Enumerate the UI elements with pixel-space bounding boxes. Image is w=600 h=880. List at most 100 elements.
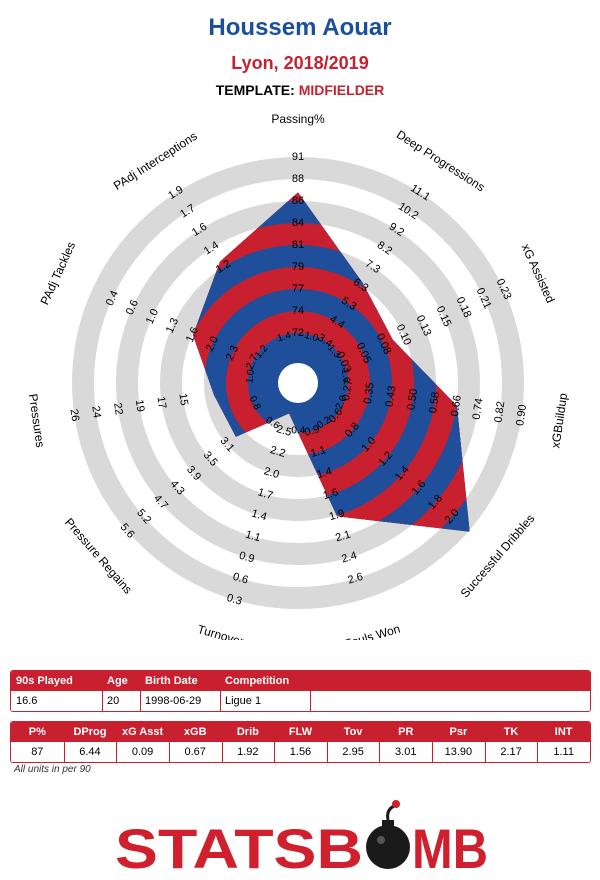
info-table-row: 16.6 20 1998-06-29 Ligue 1 [11, 691, 590, 711]
radar-tick-label: 0.74 [471, 397, 486, 420]
stats-value-9: 2.17 [500, 746, 522, 758]
radar-inner-label: 2.0 [334, 394, 350, 412]
stats-table-row: 87 6.44 0.09 0.67 1.92 1.56 2.95 3.01 13.90 2.17 1… [11, 742, 590, 762]
stats-value-2: 0.09 [131, 746, 154, 758]
radar-tick-label: 2.7 [244, 353, 261, 372]
radar-tick-label: 2.4 [340, 550, 358, 566]
radar-tick-label: 2.3 [224, 344, 241, 363]
radar-tick-label: 81 [292, 239, 304, 251]
stats-value-4: 1.92 [237, 746, 259, 758]
template-line: TEMPLATE: MIDFIELDER [0, 82, 600, 98]
radar-tick-label: 2.5 [275, 423, 293, 439]
radar-tick-label: 0.43 [384, 385, 399, 408]
team-season: Lyon, 2018/2019 [231, 53, 369, 73]
stats-value-6: 2.95 [342, 746, 364, 758]
radar-tick-label: 77 [292, 283, 304, 295]
radar-tick-label: 1.9 [328, 507, 346, 523]
radar-ticks: 7274777981848688913.44.45.36.37.38.29.21… [67, 151, 529, 608]
radar-axis-label: xGBuildup [548, 392, 570, 449]
info-value-age: 20 [107, 695, 120, 707]
radar-tick-label: 19 [133, 399, 147, 413]
radar-inner-label: 1.0 [244, 368, 257, 384]
radar-inner-label: 0.4 [291, 425, 305, 436]
radar-tick-label: 22 [111, 402, 125, 416]
stats-value-3: 0.67 [184, 746, 206, 758]
radar-tick-label: 15 [176, 393, 190, 407]
info-table-header: 90s Played Age Birth Date Competition [11, 671, 590, 691]
radar-tick-label: 0.82 [492, 401, 507, 424]
radar-axis-label: PAdj Interceptions [111, 129, 200, 193]
stats-value-10: 1.11 [553, 746, 574, 758]
stats-header-6: Tov [343, 726, 363, 738]
radar-tick-label: 1.6 [322, 486, 340, 502]
radar-chart: 7274777981848688913.44.45.36.37.38.29.21… [26, 112, 570, 640]
radar-tick-label: 0.6 [231, 571, 249, 587]
radar-tick-label: 0.66 [449, 394, 464, 417]
radar-tick-label: 26 [67, 408, 81, 422]
radar-tick-label: 1.4 [250, 507, 268, 523]
radar-axis-label: xG Assisted [519, 242, 558, 305]
stats-header-1: DProg [73, 726, 107, 738]
radar-tick-label: 2.6 [346, 571, 364, 587]
radar-tick-label: 1.1 [309, 444, 327, 460]
radar-tick-label: 72 [292, 327, 304, 339]
stats-table-header: P% DProg xG Asst xGB Drib FLW Tov PR Psr TK INT [11, 722, 590, 742]
radar-tick-label: 2.0 [262, 465, 280, 481]
info-value-competition: Ligue 1 [225, 695, 262, 707]
radar-axis-label: Deep Progressions [394, 127, 487, 194]
radar-tick-label: 91 [292, 151, 304, 163]
logo-text-left: STATSB [115, 817, 363, 880]
radar-tick-label: 0.35 [362, 382, 377, 405]
radar-tick-label: 2.1 [334, 529, 352, 545]
stats-header-7: PR [398, 726, 414, 738]
radar-tick-label: 0.9 [303, 423, 321, 439]
stats-header-5: FLW [288, 726, 313, 738]
stats-header-3: xGB [183, 726, 207, 738]
info-header-competition: Competition [225, 675, 290, 687]
radar-tick-label: 0.90 [514, 404, 529, 427]
radar-tick-label: 1.6 [184, 325, 201, 344]
radar-tick-label: 1.1 [244, 529, 262, 545]
info-header-birth-date: Birth Date [145, 675, 198, 687]
radar-tick-label: 1.7 [256, 486, 274, 502]
stats-value-1: 6.44 [79, 746, 101, 758]
stats-header-0: P% [28, 726, 46, 738]
radar-inner-label: 1.6 [339, 368, 352, 384]
stats-header-8: Psr [449, 726, 468, 738]
player-name: Houssem Aouar [208, 14, 392, 41]
radar-tick-label: 74 [292, 305, 304, 317]
radar-tick-label: 0.6 [124, 298, 141, 317]
info-value-birth-date: 1998-06-29 [145, 695, 202, 707]
radar-tick-label: 1.3 [164, 316, 181, 335]
stats-value-5: 1.56 [289, 746, 312, 758]
radar-tick-label: 84 [292, 217, 304, 229]
stats-value-8: 13.90 [444, 746, 473, 758]
template-label: TEMPLATE: [215, 82, 295, 98]
radar-axis-label: Fouls Won [343, 622, 402, 640]
bomb-icon [366, 800, 410, 869]
radar-tick-label: 0.50 [405, 388, 420, 411]
stats-value-0: 87 [31, 746, 44, 758]
radar-tick-label: 2.0 [204, 335, 221, 354]
radar-inner-label: 1.4 [276, 330, 293, 345]
radar-tick-label: 86 [292, 195, 304, 207]
radar-tick-label: 79 [292, 261, 304, 273]
radar-center [278, 363, 318, 403]
radar-tick-label: 1.4 [315, 465, 333, 481]
stats-table: P% DProg xG Asst xGB Drib FLW Tov PR Psr TK INT 87… [10, 721, 591, 763]
radar-tick-label: 2.2 [269, 444, 287, 460]
radar-tick-label: 0.3 [225, 592, 243, 608]
radar-axis-label: Turnovers [196, 622, 251, 640]
stats-header-10: INT [554, 726, 573, 738]
stats-header-9: TK [503, 726, 519, 738]
radar-inner-label: 1.0 [303, 330, 320, 345]
info-value-90s: 16.6 [16, 695, 38, 707]
radar-tick-label: 0.27 [340, 379, 355, 402]
radar-inner-label: 0.8 [247, 394, 263, 412]
template-value: MIDFIELDER [298, 82, 385, 98]
info-header-age: Age [107, 675, 128, 687]
radar-tick-label: 17 [155, 396, 169, 410]
radar-tick-label: 24 [89, 405, 103, 419]
radar-ring [72, 157, 524, 609]
info-table: 90s Played Age Birth Date Competition 16… [10, 670, 591, 712]
